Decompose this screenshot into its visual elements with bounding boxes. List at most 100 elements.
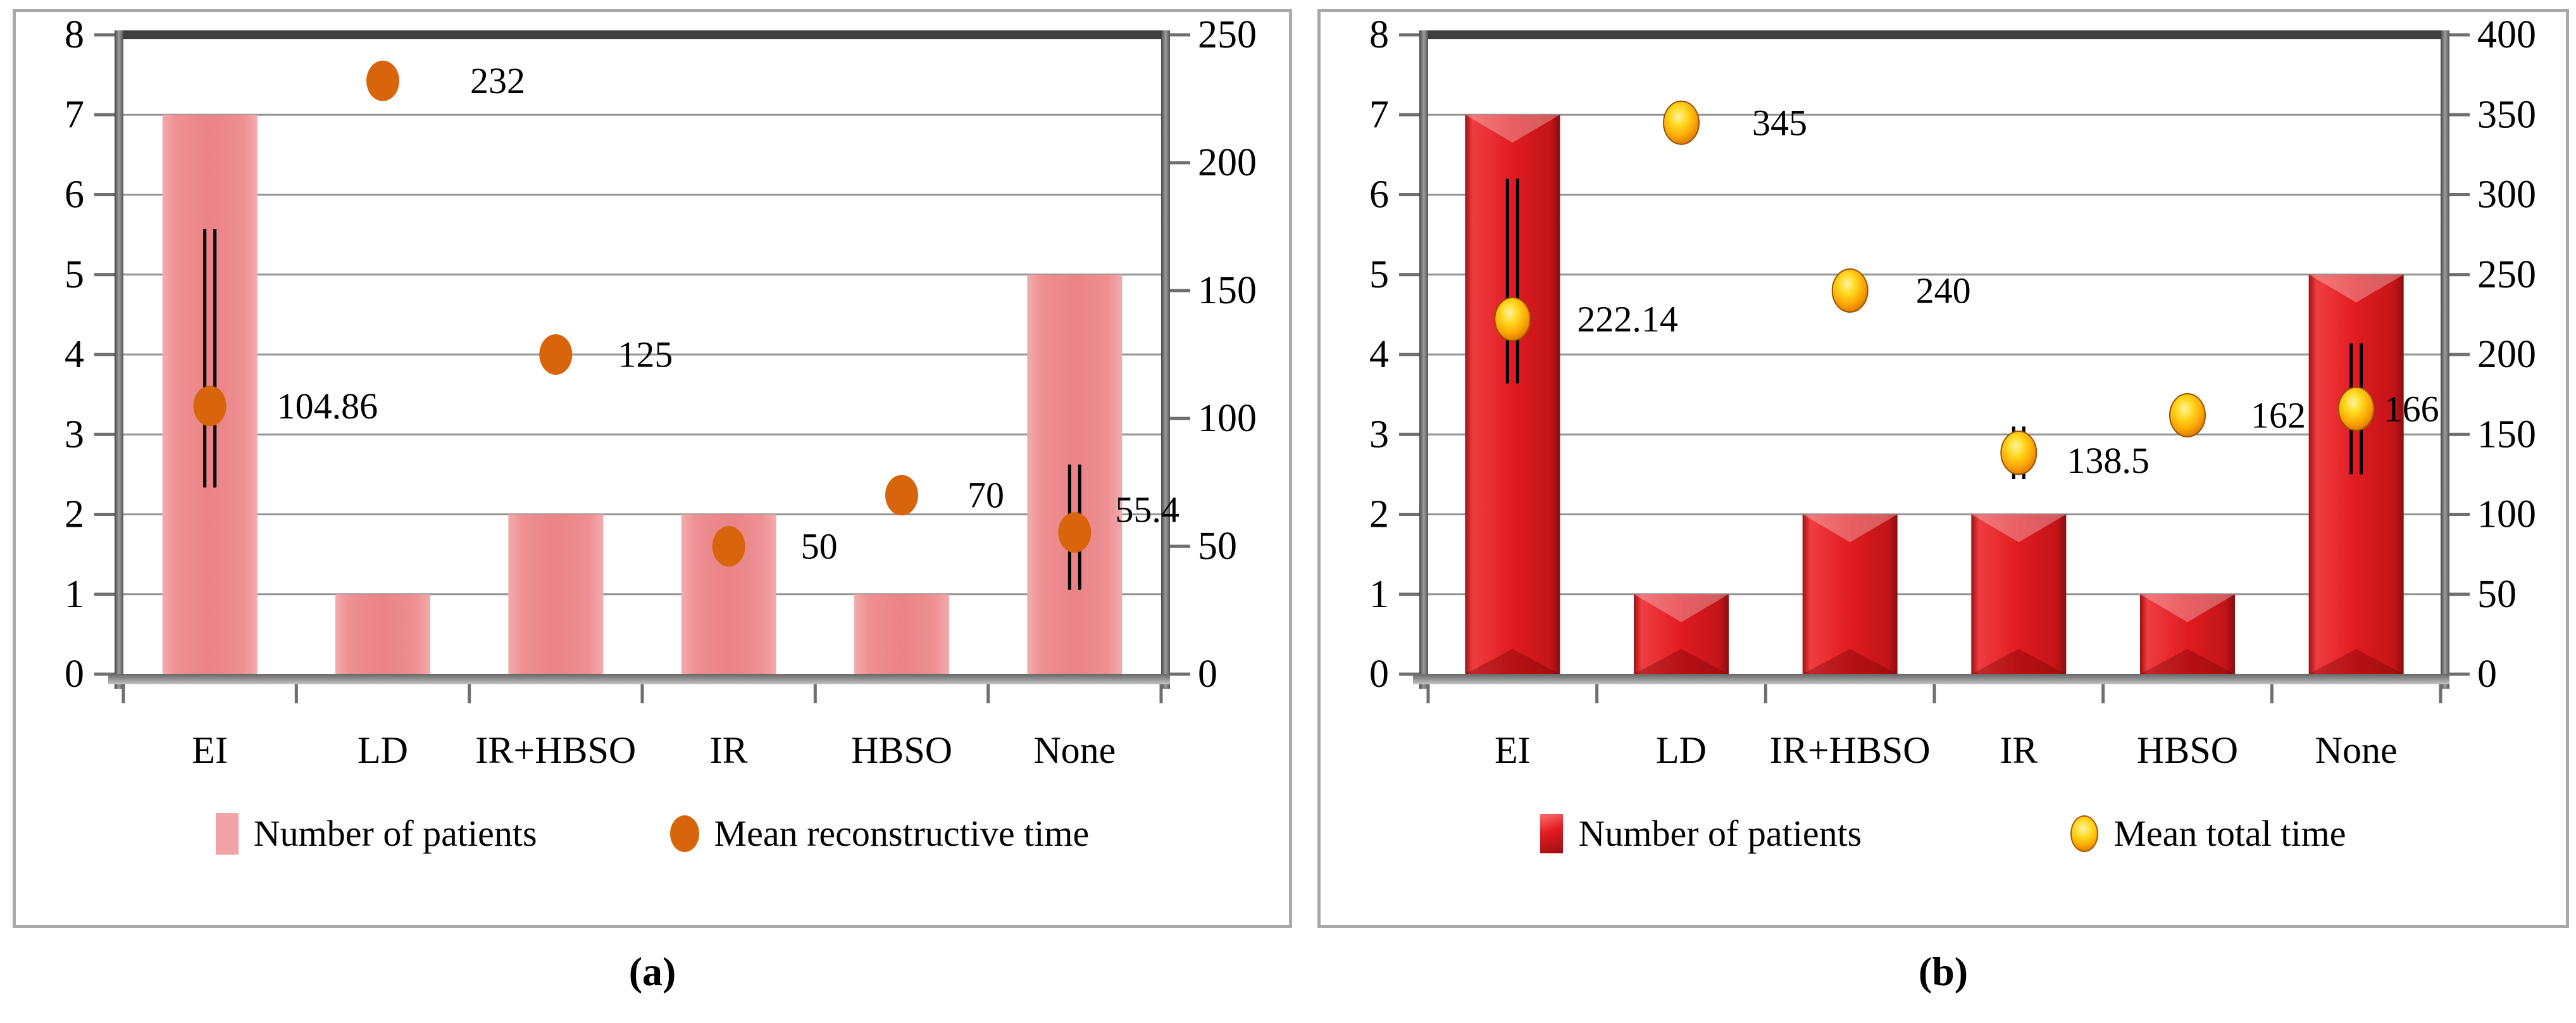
left-axis-label: 1 [65, 573, 84, 616]
left-axis-label: 7 [65, 93, 84, 136]
bar-bevel [1971, 649, 2067, 674]
left-axis-label: 5 [65, 253, 84, 296]
right-axis [2441, 30, 2449, 689]
point-IR [2000, 430, 2038, 475]
right-axis-label: 150 [2477, 413, 2536, 456]
legend-item-mean-total-time: Mean total time [2070, 812, 2346, 855]
right-axis-label: 200 [1198, 141, 1257, 184]
bar-bevel [1634, 649, 1729, 674]
bottom-axis [108, 674, 1170, 684]
point-IR+HBSO [539, 334, 573, 375]
bar-EI [1465, 115, 1560, 674]
legend-label: Mean reconstructive time [714, 813, 1090, 854]
left-axis [115, 30, 123, 689]
bar-None [1027, 274, 1123, 674]
patients-bar-swatch-icon [1540, 813, 1564, 853]
right-axis-label: 250 [1198, 13, 1257, 56]
point-HBSO [885, 475, 918, 516]
right-axis-label: 50 [1198, 525, 1237, 568]
right-axis-label: 100 [2477, 493, 2536, 536]
right-axis-label: 300 [2477, 173, 2536, 217]
bar-IR+HBSO [508, 514, 604, 674]
bar-bevel [2140, 594, 2235, 622]
category-label-EI: EI [1495, 729, 1531, 771]
panel-b: 222.14 345 240 138.5 162 166 0 1 2 3 4 5 6 7 8 0 50 100 15… [1317, 9, 2569, 928]
legend-a: Number of patients Mean reconstructive t… [16, 812, 1289, 855]
category-label-IR: IR [710, 729, 748, 771]
value-label: 166 [2384, 388, 2439, 429]
legend-label: Number of patients [253, 813, 537, 854]
bottom-axis [1413, 674, 2449, 684]
value-label: 50 [801, 526, 838, 567]
bar-HBSO [854, 594, 949, 674]
bar-bevel [1465, 649, 1560, 674]
left-axis-label: 1 [1369, 573, 1389, 616]
bar-bevel [1802, 514, 1898, 543]
bar-HBSO [2140, 594, 2235, 674]
right-axis-label: 200 [2477, 333, 2536, 376]
category-label-None: None [1033, 729, 1116, 771]
point-LD [1663, 100, 1700, 145]
value-label: 104.86 [277, 386, 378, 427]
point-EI [1494, 297, 1531, 342]
legend-item-patients: Number of patients [215, 812, 537, 855]
left-axis [1419, 30, 1428, 689]
bar-LD [1634, 594, 1729, 674]
bar-bevel [1634, 594, 1729, 622]
left-axis-label: 3 [65, 413, 84, 456]
category-label-HBSO: HBSO [2137, 729, 2238, 771]
point-EI [193, 386, 227, 427]
category-label-EI: EI [192, 729, 228, 771]
left-axis-label: 3 [1369, 413, 1389, 456]
left-axis-label: 8 [65, 13, 84, 56]
point-HBSO [2169, 392, 2206, 437]
right-axis [1161, 30, 1170, 689]
left-axis-label: 4 [65, 333, 84, 376]
plot-top-border [1428, 30, 2441, 39]
right-axis-label: 0 [2477, 653, 2497, 696]
left-axis-label: 0 [1369, 653, 1389, 696]
bar-bevel [1802, 649, 1898, 674]
value-label: 138.5 [2067, 440, 2150, 481]
left-axis-label: 2 [1369, 493, 1389, 536]
left-axis-label: 6 [65, 173, 84, 217]
point-LD [366, 60, 399, 101]
value-label: 125 [618, 334, 673, 375]
left-axis-label: 2 [65, 493, 84, 536]
caption-b: (b) [1918, 949, 1969, 994]
panel-a: 104.86 232 125 50 70 55.4 0 1 2 3 4 5 6 7 8 0 50 100 150 20… [13, 9, 1292, 928]
category-label-LD: LD [1656, 729, 1707, 771]
bar-bevel [2308, 649, 2404, 674]
left-axis-label: 7 [1369, 93, 1389, 136]
patients-bar-swatch-icon [215, 812, 239, 855]
bar-IR+HBSO [1802, 514, 1898, 674]
point-IR+HBSO [1831, 268, 1869, 313]
bar-bevel [2140, 649, 2235, 674]
bar-None [2308, 274, 2404, 674]
category-label-IR+HBSO: IR+HBSO [475, 729, 636, 771]
left-axis-label: 4 [1369, 333, 1389, 376]
value-label: 70 [968, 475, 1004, 516]
right-axis-label: 50 [2477, 573, 2517, 616]
value-label: 55.4 [1115, 489, 1179, 530]
legend-item-mean-reconstructive-time: Mean reconstructive time [669, 812, 1090, 855]
right-axis-label: 400 [2477, 13, 2536, 56]
bar-IR [1971, 514, 2067, 674]
category-label-IR: IR [2000, 729, 2038, 771]
value-label: 240 [1916, 270, 1971, 311]
bar-bevel [1465, 115, 1560, 143]
point-None [1058, 512, 1092, 553]
right-axis-label: 100 [1198, 397, 1257, 440]
left-axis-label: 5 [1369, 253, 1389, 296]
legend-b: Number of patients Mean total time [1321, 812, 2566, 855]
value-label: 345 [1752, 102, 1807, 143]
caption-a: (a) [628, 949, 676, 994]
bar-bevel [1971, 514, 2067, 543]
point-IR [712, 526, 745, 567]
category-label-None: None [2315, 729, 2398, 771]
right-axis-label: 350 [2477, 93, 2536, 136]
value-label: 232 [470, 60, 525, 101]
category-label-LD: LD [358, 729, 408, 771]
right-axis-label: 0 [1198, 653, 1217, 696]
